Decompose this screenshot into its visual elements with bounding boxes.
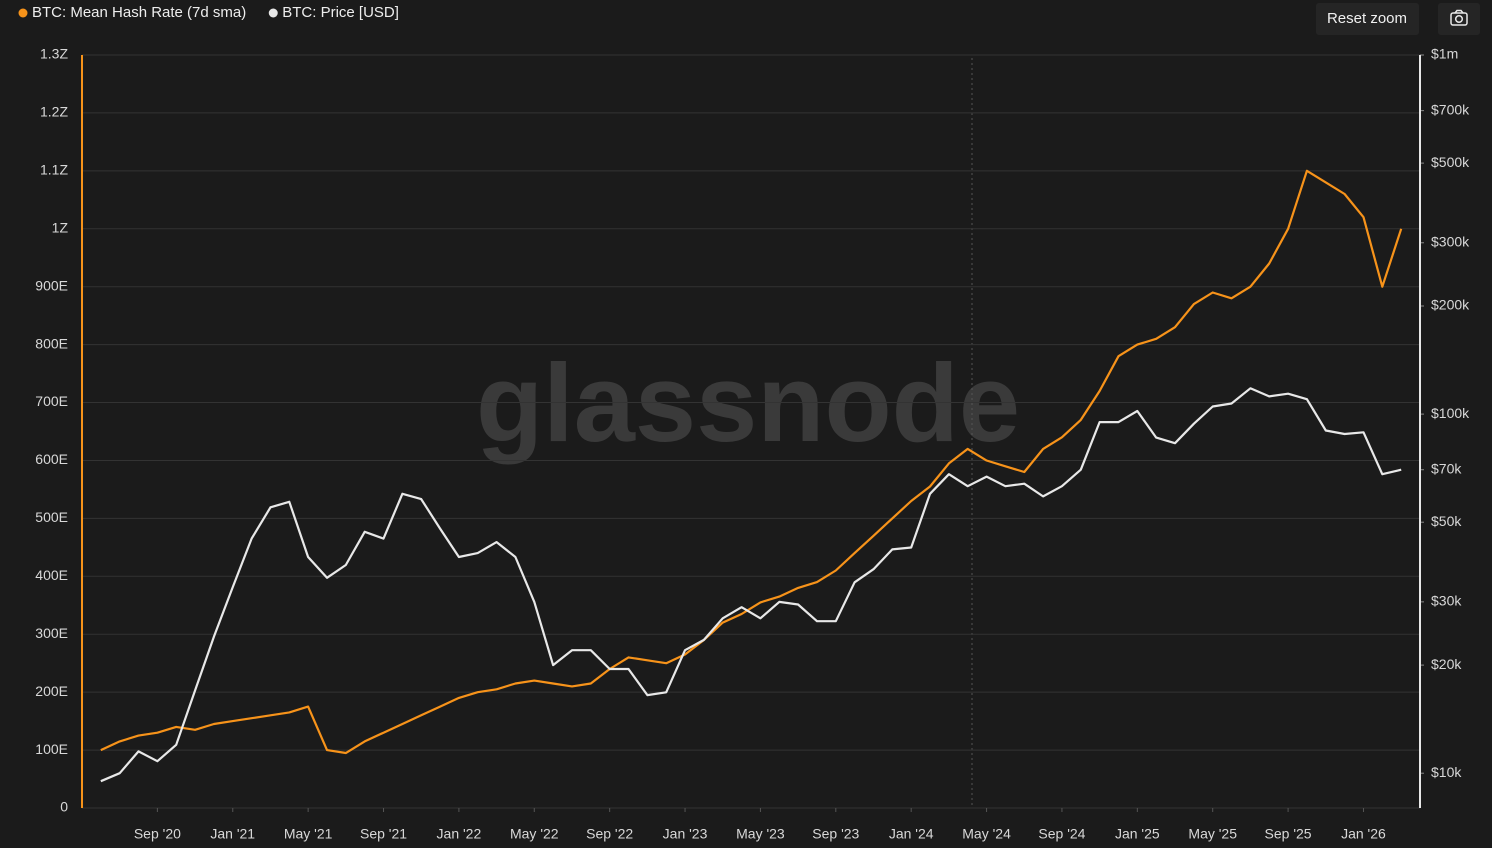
y2-tick-label: $200k — [1431, 297, 1470, 313]
y-tick-label: 1.2Z — [40, 104, 68, 120]
y-tick-label: 900E — [35, 277, 68, 293]
y-tick-label: 700E — [35, 393, 68, 409]
x-tick-label: May '22 — [510, 826, 559, 842]
y-tick-label: 500E — [35, 509, 68, 525]
y-tick-label: 200E — [35, 683, 68, 699]
x-tick-label: Sep '25 — [1265, 826, 1312, 842]
x-tick-label: Sep '21 — [360, 826, 407, 842]
legend-marker — [268, 8, 278, 18]
series-line — [100, 169, 1403, 755]
y-tick-label: 1.3Z — [40, 46, 68, 62]
series-line — [100, 387, 1402, 783]
y-tick-label: 1.1Z — [40, 162, 68, 178]
y2-tick-label: $1m — [1431, 46, 1458, 62]
legend: BTC: Mean Hash Rate (7d sma) BTC: Price [… — [18, 4, 399, 21]
y2-tick-label: $10k — [1431, 764, 1462, 780]
x-tick-label: Sep '22 — [586, 826, 633, 842]
y2-tick-label: $50k — [1431, 513, 1462, 529]
x-tick-label: Sep '23 — [812, 826, 859, 842]
x-tick-label: Jan '21 — [210, 826, 255, 842]
watermark: glassnode — [476, 342, 1020, 465]
x-tick-label: Jan '23 — [663, 826, 708, 842]
x-tick-label: May '21 — [284, 826, 333, 842]
legend-label: BTC: Price [USD] — [282, 4, 399, 21]
y2-tick-label: $30k — [1431, 593, 1462, 609]
y-tick-label: 800E — [35, 335, 68, 351]
y-tick-label: 1Z — [52, 219, 69, 235]
x-tick-label: May '25 — [1188, 826, 1237, 842]
y2-tick-label: $70k — [1431, 460, 1462, 476]
x-tick-label: Jan '24 — [889, 826, 934, 842]
y-tick-label: 300E — [35, 625, 68, 641]
legend-marker — [18, 8, 28, 18]
y2-tick-label: $100k — [1431, 405, 1470, 421]
screenshot-button[interactable] — [1438, 3, 1480, 35]
y-tick-label: 100E — [35, 741, 68, 757]
x-tick-label: Sep '20 — [134, 826, 181, 842]
y-tick-label: 0 — [60, 799, 68, 815]
x-tick-label: Jan '26 — [1341, 826, 1386, 842]
y-tick-label: 400E — [35, 567, 68, 583]
x-tick-label: Sep '24 — [1038, 826, 1085, 842]
legend-label: BTC: Mean Hash Rate (7d sma) — [32, 4, 246, 21]
reset-zoom-button[interactable] — [1316, 3, 1419, 35]
x-tick-label: May '24 — [962, 826, 1011, 842]
y-tick-label: 600E — [35, 451, 68, 467]
y2-tick-label: $300k — [1431, 233, 1470, 249]
camera-icon[interactable] — [1450, 9, 1468, 26]
reset-zoom-label[interactable]: Reset zoom — [1327, 10, 1407, 27]
y2-tick-label: $700k — [1431, 101, 1470, 117]
y2-tick-label: $500k — [1431, 154, 1470, 170]
x-tick-label: May '23 — [736, 826, 785, 842]
x-tick-label: Jan '22 — [437, 826, 482, 842]
x-tick-label: Jan '25 — [1115, 826, 1160, 842]
y2-tick-label: $20k — [1431, 656, 1462, 672]
